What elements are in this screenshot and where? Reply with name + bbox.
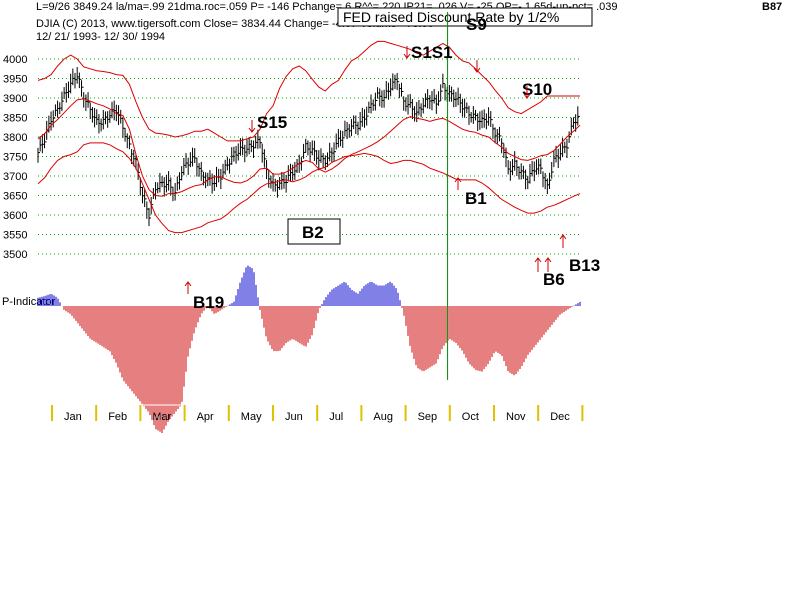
signal-label-b13: B13 (569, 256, 600, 275)
signal-arrowhead (473, 67, 481, 73)
y-tick-label: 3900 (3, 93, 27, 105)
signal-label-b6: B6 (543, 270, 565, 289)
header-date-range: 12/ 21/ 1993- 12/ 30/ 1994 (36, 31, 165, 43)
signal-label-b2: B2 (302, 223, 324, 242)
signal-label-s1s1: S1S1 (411, 43, 453, 62)
month-label: Jan (64, 411, 82, 423)
y-axis-ticks: 4000 3950 3900 3850 3800 3750 3700 3650 3600 3550… (3, 54, 27, 261)
p-indicator-bars (37, 265, 581, 434)
month-label: May (241, 411, 262, 423)
header-right-code: B87 (762, 1, 782, 13)
signal-label-s15: S15 (257, 113, 287, 132)
y-tick-label: 3800 (3, 132, 27, 144)
month-label: Jun (285, 411, 303, 423)
month-label: Sep (418, 411, 438, 423)
month-label: Feb (108, 411, 127, 423)
y-tick-label: 3950 (3, 74, 27, 86)
signal-arrowhead (544, 257, 552, 263)
y-tick-label: 3550 (3, 230, 27, 242)
y-tick-label: 3600 (3, 210, 27, 222)
fed-banner-box (337, 7, 593, 27)
upper-band-line (37, 40, 580, 142)
lower-band-line (37, 142, 581, 234)
signal-arrowhead (248, 127, 256, 133)
signal-arrowhead (523, 93, 531, 99)
month-label: Nov (506, 411, 526, 423)
price-bars (37, 67, 580, 227)
month-label: Oct (462, 411, 479, 423)
y-tick-label: 4000 (3, 54, 27, 66)
signal-arrowhead (403, 53, 411, 59)
price-bands (37, 40, 581, 234)
y-tick-label: 3650 (3, 191, 27, 203)
signal-arrowhead (534, 257, 542, 263)
signal-label-b19: B19 (193, 293, 224, 312)
fed-banner: FED raised Discount Rate by 1/2% (343, 9, 559, 25)
month-label: Aug (373, 411, 393, 423)
month-label: Jul (329, 411, 343, 423)
y-tick-label: 3850 (3, 113, 27, 125)
y-tick-label: 3500 (3, 249, 27, 261)
month-label: Mar (152, 411, 171, 423)
y-tick-label: 3700 (3, 171, 27, 183)
month-label: Dec (550, 411, 570, 423)
header-close-line: DJIA (C) 2013, www.tigersoft.com Close= … (36, 18, 434, 30)
signal-box (287, 218, 341, 245)
middle-band-line (37, 98, 581, 197)
signal-arrowhead (184, 281, 192, 287)
signal-arrowhead (454, 177, 462, 183)
y-tick-label: 3750 (3, 152, 27, 164)
signal-label-b1: B1 (465, 189, 487, 208)
indicator-label: P-Indicator (2, 296, 56, 308)
x-axis: Jan Feb Mar Apr May Jun Jul Aug Sep Oct Nov Dec (38, 404, 590, 423)
signal-label-s9: S9 (466, 15, 487, 34)
signal-arrowhead (559, 234, 567, 240)
month-label: Apr (197, 411, 214, 423)
